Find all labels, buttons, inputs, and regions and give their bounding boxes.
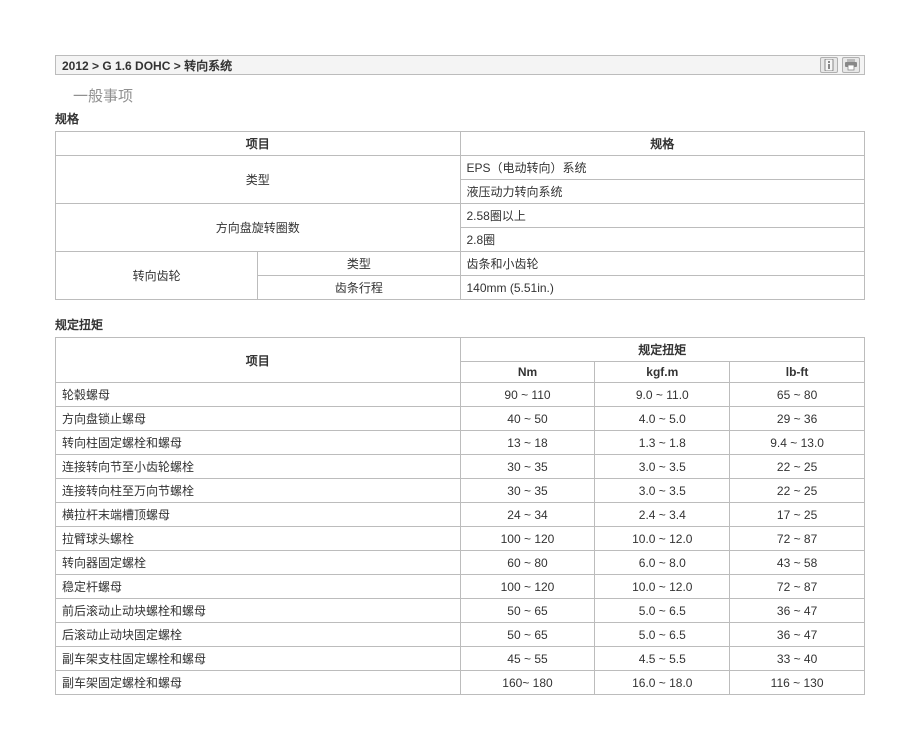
torque-row-label: 稳定杆螺母 xyxy=(56,575,461,599)
table-row: 稳定杆螺母100 ~ 12010.0 ~ 12.072 ~ 87 xyxy=(56,575,865,599)
torque-row-label: 连接转向节至小齿轮螺栓 xyxy=(56,455,461,479)
page: 2012 > G 1.6 DOHC > 转向系统 一般事项 规格 项目 规格 类… xyxy=(0,0,920,731)
torque-row-kgf: 10.0 ~ 12.0 xyxy=(595,527,730,551)
torque-row-nm: 60 ~ 80 xyxy=(460,551,595,575)
torque-row-lbft: 116 ~ 130 xyxy=(730,671,865,695)
info-button[interactable] xyxy=(820,57,838,73)
torque-row-lbft: 72 ~ 87 xyxy=(730,527,865,551)
torque-row-nm: 90 ~ 110 xyxy=(460,383,595,407)
torque-header-nm: Nm xyxy=(460,362,595,383)
torque-row-kgf: 9.0 ~ 11.0 xyxy=(595,383,730,407)
spec-row-value: 2.58圈以上 xyxy=(460,204,865,228)
torque-table: 项目 规定扭矩 Nm kgf.m lb-ft 轮毂螺母90 ~ 1109.0 ~… xyxy=(55,337,865,695)
table-row: 后滚动止动块固定螺栓50 ~ 655.0 ~ 6.536 ~ 47 xyxy=(56,623,865,647)
torque-row-lbft: 72 ~ 87 xyxy=(730,575,865,599)
table-row: 副车架支柱固定螺栓和螺母45 ~ 554.5 ~ 5.533 ~ 40 xyxy=(56,647,865,671)
torque-row-kgf: 4.5 ~ 5.5 xyxy=(595,647,730,671)
spec-row-label: 类型 xyxy=(56,156,461,204)
torque-row-kgf: 10.0 ~ 12.0 xyxy=(595,575,730,599)
torque-row-nm: 13 ~ 18 xyxy=(460,431,595,455)
spec-block: 规格 项目 规格 类型 EPS（电动转向）系统 液压动力转向系统 方向盘旋转圈数… xyxy=(55,110,865,300)
spec-row-value: 齿条和小齿轮 xyxy=(460,252,865,276)
torque-row-nm: 30 ~ 35 xyxy=(460,455,595,479)
table-row: 连接转向节至小齿轮螺栓30 ~ 353.0 ~ 3.522 ~ 25 xyxy=(56,455,865,479)
torque-row-lbft: 33 ~ 40 xyxy=(730,647,865,671)
table-row: 转向器固定螺栓60 ~ 806.0 ~ 8.043 ~ 58 xyxy=(56,551,865,575)
torque-row-kgf: 3.0 ~ 3.5 xyxy=(595,479,730,503)
table-row: 横拉杆末端槽顶螺母24 ~ 342.4 ~ 3.417 ~ 25 xyxy=(56,503,865,527)
spec-row-value: 2.8圈 xyxy=(460,228,865,252)
table-row: 轮毂螺母90 ~ 1109.0 ~ 11.065 ~ 80 xyxy=(56,383,865,407)
torque-row-lbft: 36 ~ 47 xyxy=(730,599,865,623)
torque-header-kgf: kgf.m xyxy=(595,362,730,383)
torque-row-kgf: 2.4 ~ 3.4 xyxy=(595,503,730,527)
torque-row-label: 方向盘锁止螺母 xyxy=(56,407,461,431)
spec-row-sublabel: 类型 xyxy=(258,252,460,276)
section-title-general: 一般事项 xyxy=(73,85,865,106)
table-row: 方向盘锁止螺母40 ~ 504.0 ~ 5.029 ~ 36 xyxy=(56,407,865,431)
header-actions xyxy=(820,57,860,73)
torque-row-lbft: 22 ~ 25 xyxy=(730,479,865,503)
spec-row-sublabel: 齿条行程 xyxy=(258,276,460,300)
torque-row-kgf: 4.0 ~ 5.0 xyxy=(595,407,730,431)
torque-row-nm: 30 ~ 35 xyxy=(460,479,595,503)
torque-row-lbft: 17 ~ 25 xyxy=(730,503,865,527)
spec-title: 规格 xyxy=(55,110,865,127)
spec-row-value: 140mm (5.51in.) xyxy=(460,276,865,300)
torque-row-lbft: 22 ~ 25 xyxy=(730,455,865,479)
torque-header-item: 项目 xyxy=(56,338,461,383)
spec-row-label: 方向盘旋转圈数 xyxy=(56,204,461,252)
torque-row-label: 副车架固定螺栓和螺母 xyxy=(56,671,461,695)
torque-row-kgf: 1.3 ~ 1.8 xyxy=(595,431,730,455)
table-row: 连接转向柱至万向节螺栓30 ~ 353.0 ~ 3.522 ~ 25 xyxy=(56,479,865,503)
table-row: 前后滚动止动块螺栓和螺母50 ~ 655.0 ~ 6.536 ~ 47 xyxy=(56,599,865,623)
torque-row-kgf: 5.0 ~ 6.5 xyxy=(595,599,730,623)
torque-row-kgf: 6.0 ~ 8.0 xyxy=(595,551,730,575)
breadcrumb: 2012 > G 1.6 DOHC > 转向系统 xyxy=(62,57,232,74)
torque-row-nm: 160~ 180 xyxy=(460,671,595,695)
table-row: 转向柱固定螺栓和螺母13 ~ 181.3 ~ 1.89.4 ~ 13.0 xyxy=(56,431,865,455)
torque-row-lbft: 36 ~ 47 xyxy=(730,623,865,647)
torque-row-label: 转向柱固定螺栓和螺母 xyxy=(56,431,461,455)
torque-row-nm: 100 ~ 120 xyxy=(460,527,595,551)
torque-header-group: 规定扭矩 xyxy=(460,338,864,362)
torque-row-nm: 50 ~ 65 xyxy=(460,599,595,623)
torque-row-nm: 24 ~ 34 xyxy=(460,503,595,527)
breadcrumb-bar: 2012 > G 1.6 DOHC > 转向系统 xyxy=(55,55,865,75)
torque-row-label: 横拉杆末端槽顶螺母 xyxy=(56,503,461,527)
torque-row-kgf: 5.0 ~ 6.5 xyxy=(595,623,730,647)
torque-row-lbft: 65 ~ 80 xyxy=(730,383,865,407)
spec-row-value: 液压动力转向系统 xyxy=(460,180,865,204)
torque-row-lbft: 43 ~ 58 xyxy=(730,551,865,575)
torque-row-lbft: 29 ~ 36 xyxy=(730,407,865,431)
torque-row-kgf: 16.0 ~ 18.0 xyxy=(595,671,730,695)
torque-row-label: 转向器固定螺栓 xyxy=(56,551,461,575)
table-row: 副车架固定螺栓和螺母160~ 18016.0 ~ 18.0116 ~ 130 xyxy=(56,671,865,695)
torque-row-label: 拉臂球头螺栓 xyxy=(56,527,461,551)
torque-title: 规定扭矩 xyxy=(55,316,865,333)
torque-row-label: 前后滚动止动块螺栓和螺母 xyxy=(56,599,461,623)
torque-row-lbft: 9.4 ~ 13.0 xyxy=(730,431,865,455)
print-button[interactable] xyxy=(842,57,860,73)
torque-row-label: 副车架支柱固定螺栓和螺母 xyxy=(56,647,461,671)
torque-row-label: 连接转向柱至万向节螺栓 xyxy=(56,479,461,503)
torque-row-nm: 50 ~ 65 xyxy=(460,623,595,647)
spec-header-spec: 规格 xyxy=(460,132,865,156)
spec-row-label: 转向齿轮 xyxy=(56,252,258,300)
torque-row-nm: 100 ~ 120 xyxy=(460,575,595,599)
spec-table: 项目 规格 类型 EPS（电动转向）系统 液压动力转向系统 方向盘旋转圈数 2.… xyxy=(55,131,865,300)
torque-block: 规定扭矩 项目 规定扭矩 Nm kgf.m lb-ft 轮毂螺母90 ~ 110… xyxy=(55,316,865,695)
torque-header-lbft: lb-ft xyxy=(730,362,865,383)
torque-row-nm: 45 ~ 55 xyxy=(460,647,595,671)
spec-header-item: 项目 xyxy=(56,132,461,156)
table-row: 拉臂球头螺栓100 ~ 12010.0 ~ 12.072 ~ 87 xyxy=(56,527,865,551)
torque-row-kgf: 3.0 ~ 3.5 xyxy=(595,455,730,479)
torque-row-label: 后滚动止动块固定螺栓 xyxy=(56,623,461,647)
torque-row-nm: 40 ~ 50 xyxy=(460,407,595,431)
torque-row-label: 轮毂螺母 xyxy=(56,383,461,407)
spec-row-value: EPS（电动转向）系统 xyxy=(460,156,865,180)
